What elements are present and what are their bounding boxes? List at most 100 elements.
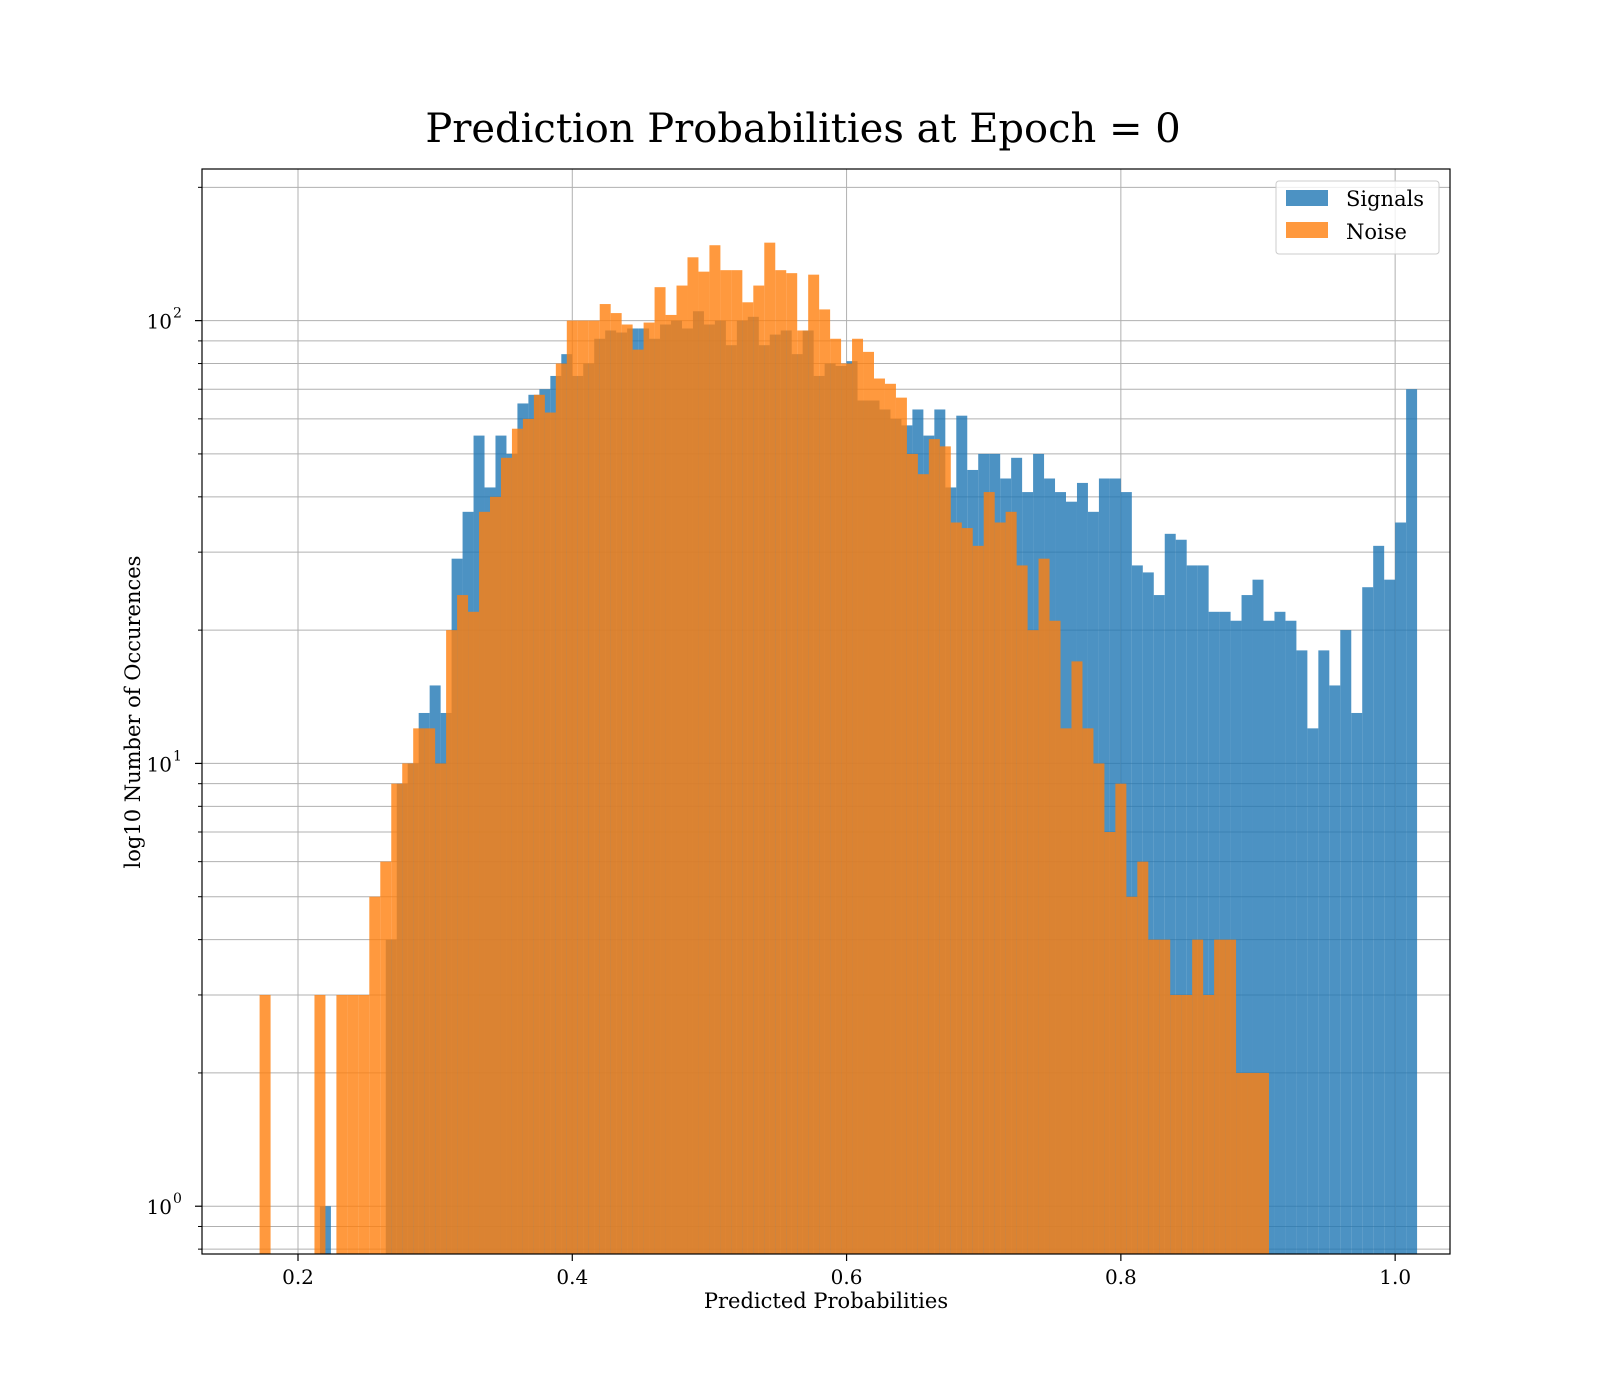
- bar-noise: [577, 320, 589, 1254]
- bar-noise: [983, 492, 995, 1254]
- bar-noise: [830, 338, 842, 1255]
- legend-swatch-noise: [1286, 222, 1328, 238]
- bar-signals: [1384, 579, 1396, 1254]
- bar-noise: [468, 611, 480, 1254]
- bar-signals: [1307, 728, 1319, 1254]
- bar-signals: [1164, 533, 1176, 1254]
- bar-signals: [1197, 565, 1209, 1254]
- bar-noise: [654, 287, 666, 1254]
- bar-noise: [314, 994, 326, 1254]
- bar-noise: [1115, 783, 1127, 1254]
- bar-noise: [500, 457, 512, 1254]
- bar-noise: [1071, 661, 1083, 1254]
- x-tick-label: 0.6: [831, 1265, 863, 1289]
- bar-noise: [259, 994, 271, 1254]
- legend-label-noise: Noise: [1346, 220, 1407, 244]
- bar-noise: [1104, 832, 1116, 1254]
- bar-noise: [588, 320, 600, 1254]
- bar-noise: [1148, 939, 1160, 1254]
- bar-noise: [336, 994, 348, 1254]
- bar-signals: [1395, 522, 1407, 1254]
- y-tick-exponent: 2: [173, 306, 182, 322]
- y-tick-label: 10: [147, 310, 172, 334]
- x-tick-label: 0.8: [1105, 1265, 1137, 1289]
- bar-noise: [413, 728, 425, 1254]
- bar-noise: [1170, 994, 1182, 1254]
- bar-noise: [391, 783, 403, 1254]
- bar-noise: [928, 439, 940, 1254]
- bar-signals: [1274, 611, 1286, 1254]
- bar-noise: [786, 273, 798, 1254]
- bar-noise: [764, 242, 776, 1255]
- bar-noise: [380, 861, 392, 1254]
- bar-noise: [950, 522, 962, 1254]
- bar-noise: [555, 363, 567, 1254]
- bar-noise: [972, 545, 984, 1254]
- bar-noise: [852, 338, 864, 1255]
- bar-signals: [1263, 620, 1275, 1254]
- bar-signals: [1329, 685, 1341, 1254]
- bar-noise: [687, 257, 699, 1255]
- bar-noise: [775, 270, 787, 1254]
- bar-noise: [1060, 728, 1072, 1254]
- bar-signals: [1252, 579, 1264, 1254]
- bar-noise: [511, 428, 523, 1254]
- bar-noise: [1126, 896, 1138, 1254]
- x-axis-label: Predicted Probabilities: [704, 1289, 948, 1313]
- bar-signals: [1230, 620, 1242, 1254]
- bar-noise: [1137, 861, 1149, 1254]
- bar-noise: [435, 763, 447, 1254]
- bar-noise: [610, 313, 622, 1255]
- bar-noise: [1093, 763, 1105, 1254]
- legend-label-signals: Signals: [1346, 187, 1424, 211]
- bar-noise: [1027, 630, 1039, 1254]
- bar-signals: [1296, 650, 1308, 1254]
- bar-noise: [1247, 1072, 1258, 1254]
- bar-signals: [1153, 595, 1165, 1254]
- x-axis: 0.2 0.4 0.6 0.8 1.0: [282, 1254, 1411, 1289]
- plot-area: [259, 242, 1418, 1255]
- bar-noise: [1203, 994, 1215, 1254]
- bar-signals: [1219, 611, 1231, 1254]
- bar-signals: [1406, 389, 1418, 1254]
- bar-noise: [522, 418, 534, 1255]
- x-tick-label: 1.0: [1379, 1265, 1411, 1289]
- bar-noise: [402, 763, 414, 1254]
- bar-noise: [369, 896, 381, 1254]
- legend-swatch-signals: [1286, 190, 1328, 206]
- bar-noise: [841, 363, 853, 1254]
- bar-noise: [446, 630, 458, 1254]
- bar-noise: [533, 394, 545, 1255]
- bar-noise: [906, 453, 918, 1255]
- bar-noise: [808, 274, 820, 1254]
- y-tick-label: 10: [147, 752, 172, 776]
- bar-noise: [490, 496, 501, 1254]
- bar-noise: [698, 271, 710, 1254]
- bar-noise: [1049, 620, 1061, 1254]
- bar-signals: [1373, 545, 1385, 1254]
- bar-noise: [1236, 1072, 1248, 1254]
- bar-noise: [961, 528, 973, 1254]
- bar-noise: [753, 285, 765, 1254]
- bar-signals: [1241, 595, 1253, 1254]
- bar-signals: [1186, 565, 1198, 1254]
- bar-signals: [1175, 539, 1187, 1254]
- plot-frame: [201, 168, 1451, 1255]
- bar-noise: [479, 511, 490, 1254]
- bar-noise: [742, 302, 754, 1255]
- bar-noise: [884, 383, 896, 1254]
- bar-noise: [797, 330, 809, 1254]
- bar-noise: [1038, 558, 1050, 1254]
- y-tick-exponent: 1: [173, 748, 182, 764]
- x-tick-label: 0.4: [556, 1265, 588, 1289]
- bar-noise: [863, 351, 874, 1254]
- bar-noise: [1181, 994, 1193, 1254]
- bar-noise: [731, 270, 743, 1254]
- bar-noise: [1082, 728, 1094, 1254]
- bar-noise: [665, 314, 677, 1255]
- bar-noise: [1258, 1072, 1269, 1254]
- bar-noise: [424, 728, 436, 1254]
- bar-noise: [676, 285, 688, 1254]
